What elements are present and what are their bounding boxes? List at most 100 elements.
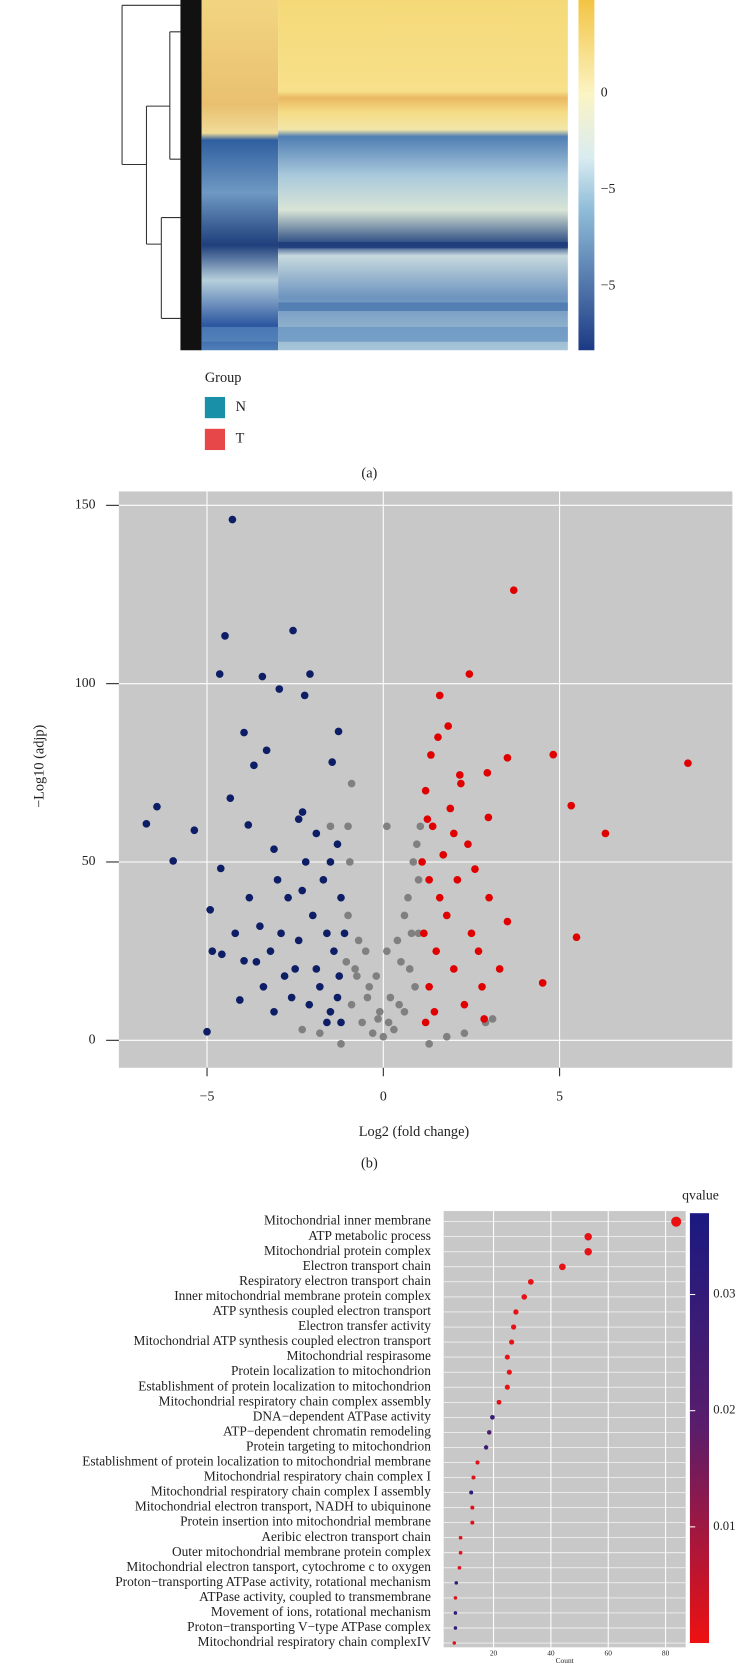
dot: [504, 1384, 510, 1390]
dot: [453, 1626, 458, 1630]
point: [203, 1027, 211, 1036]
legend-swatch: [204, 396, 226, 419]
point: [432, 947, 441, 955]
point: [601, 829, 610, 838]
point: [446, 804, 455, 813]
category-label: Mitochondrial inner membrane: [264, 1213, 431, 1228]
point: [379, 1032, 388, 1041]
point: [363, 993, 372, 1002]
point: [301, 858, 310, 866]
category-label: Inner mitochondrial membrane protein com…: [174, 1288, 431, 1303]
point: [442, 1032, 451, 1041]
category-label: Mitochondrial ATP synthesis coupled elec…: [133, 1333, 431, 1348]
point: [256, 922, 264, 931]
point: [464, 840, 472, 848]
x-tick-label: 80: [662, 1648, 670, 1657]
dot: [671, 1216, 682, 1227]
point: [478, 982, 486, 991]
point: [142, 820, 151, 828]
dot: [486, 1430, 492, 1435]
point: [365, 982, 374, 991]
category-label: Mitochondrial electron transport, NADH t…: [135, 1499, 431, 1514]
point: [326, 858, 335, 866]
point: [245, 893, 254, 902]
x-tick-label: 0: [380, 1089, 387, 1104]
caption: (b): [361, 1156, 378, 1172]
dot: [475, 1460, 480, 1465]
point: [428, 822, 437, 831]
y-tick-label: 150: [75, 497, 96, 512]
point: [215, 670, 224, 678]
point: [153, 802, 161, 811]
dot: [509, 1339, 515, 1345]
heatmap-block-t: [278, 0, 568, 351]
x-axis-label: Log2 (fold change): [359, 1124, 470, 1140]
dot: [483, 1445, 489, 1450]
point: [351, 965, 359, 973]
category-label: Proton−transporting V−type ATPase comple…: [187, 1619, 431, 1634]
point: [374, 1015, 382, 1023]
point: [333, 993, 342, 1002]
dot: [469, 1490, 474, 1495]
point: [252, 958, 261, 966]
heatmap-stripe: [278, 302, 568, 311]
legend-swatch: [204, 428, 226, 451]
point: [347, 1000, 356, 1009]
point: [383, 822, 391, 831]
category-label: ATP metabolic process: [308, 1228, 431, 1243]
point: [488, 1015, 497, 1023]
category-label: Protein insertion into mitochondrial mem…: [180, 1514, 431, 1529]
dot: [458, 1535, 463, 1540]
category-label: ATP−dependent chromatin remodeling: [223, 1423, 431, 1438]
point: [425, 982, 433, 991]
dot: [490, 1414, 495, 1420]
point: [386, 993, 395, 1002]
point: [453, 875, 462, 884]
colorbar-label: 0: [601, 85, 608, 100]
colorbar-label: 0.01: [713, 1519, 735, 1533]
point: [430, 1007, 439, 1016]
point: [400, 911, 409, 920]
point: [226, 794, 235, 802]
plot-background: [443, 1211, 686, 1648]
point: [240, 728, 248, 737]
point: [298, 808, 307, 816]
point: [414, 929, 423, 938]
dot: [453, 1596, 458, 1600]
point: [444, 722, 453, 730]
point: [421, 786, 430, 795]
point: [312, 965, 321, 973]
legend-title: Group: [205, 370, 242, 386]
heatmap-block-n: [201, 0, 279, 351]
point: [262, 746, 271, 755]
colorbar-label: 0.02: [713, 1403, 735, 1417]
dot: [471, 1475, 476, 1480]
point: [416, 822, 425, 831]
category-label: ATPase activity, coupled to transmembran…: [199, 1589, 431, 1604]
point: [328, 758, 337, 766]
point: [435, 893, 444, 902]
point: [298, 886, 307, 895]
point: [337, 893, 345, 902]
point: [368, 1029, 377, 1037]
category-label: Protein targeting to mitochondrion: [246, 1438, 431, 1453]
category-label: Mitochondrial respirasome: [287, 1348, 431, 1363]
dendrogram-leaves: [180, 0, 202, 351]
point: [407, 929, 416, 938]
heatmap-decoration: [121, 0, 595, 351]
point: [361, 947, 370, 955]
point: [384, 1018, 393, 1027]
category-label: Respiratory electron transport chain: [239, 1273, 431, 1288]
category-label: Electron transfer activity: [298, 1318, 431, 1333]
point: [435, 691, 444, 700]
dot: [510, 1324, 517, 1330]
point: [480, 1015, 488, 1023]
point: [460, 1000, 469, 1009]
plot-background: [118, 491, 733, 1068]
point: [684, 759, 692, 768]
point: [312, 829, 321, 838]
point: [235, 996, 244, 1004]
point: [460, 1029, 469, 1037]
